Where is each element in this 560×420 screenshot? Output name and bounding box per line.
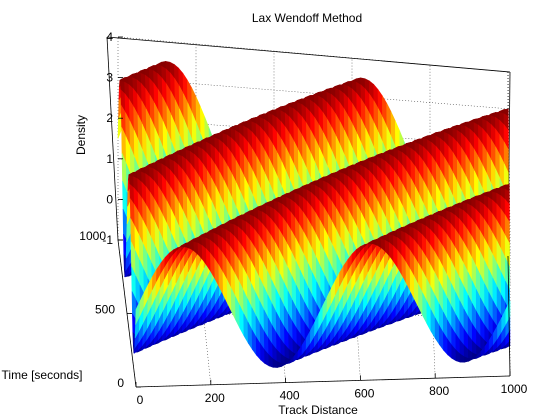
z-axis-label: Density xyxy=(74,115,88,155)
x-tick-label: 400 xyxy=(280,389,300,403)
y-tick-label: 500 xyxy=(95,303,115,317)
z-axis-ticks: -1 0 1 2 3 4 xyxy=(102,30,123,247)
grid-x-floor xyxy=(351,249,361,381)
y-tick-label: 1000 xyxy=(79,229,106,243)
z-tick-label: 2 xyxy=(106,111,113,125)
surface-patch xyxy=(280,362,287,367)
z-tick-label: 4 xyxy=(106,30,113,44)
x-tick-label: 800 xyxy=(429,384,449,398)
grid-z-back xyxy=(117,36,509,73)
grid-z-back xyxy=(117,77,509,110)
x-tick-label: 200 xyxy=(205,391,225,405)
z-tick-label: 0 xyxy=(106,192,113,206)
z-tick-label: 1 xyxy=(106,152,113,166)
x-tick-label: 600 xyxy=(354,386,374,400)
x-axis-label: Track Distance xyxy=(278,403,358,417)
x-tick-label: 1000 xyxy=(501,382,528,396)
y-axis-label: Time [seconds] xyxy=(2,368,83,382)
y-axis-ticks: 0 500 1000 xyxy=(79,229,141,390)
z-tick-label: -1 xyxy=(102,233,113,247)
density-surface xyxy=(117,61,511,368)
x-axis-ticks: 0 200 400 600 800 1000 xyxy=(135,371,528,407)
y-tick-label: 0 xyxy=(117,376,124,390)
chart-title: Lax Wendoff Method xyxy=(252,11,362,25)
x-tick-label: 0 xyxy=(137,393,144,407)
z-tick-label: 3 xyxy=(106,71,113,85)
surface-patch xyxy=(468,358,473,362)
